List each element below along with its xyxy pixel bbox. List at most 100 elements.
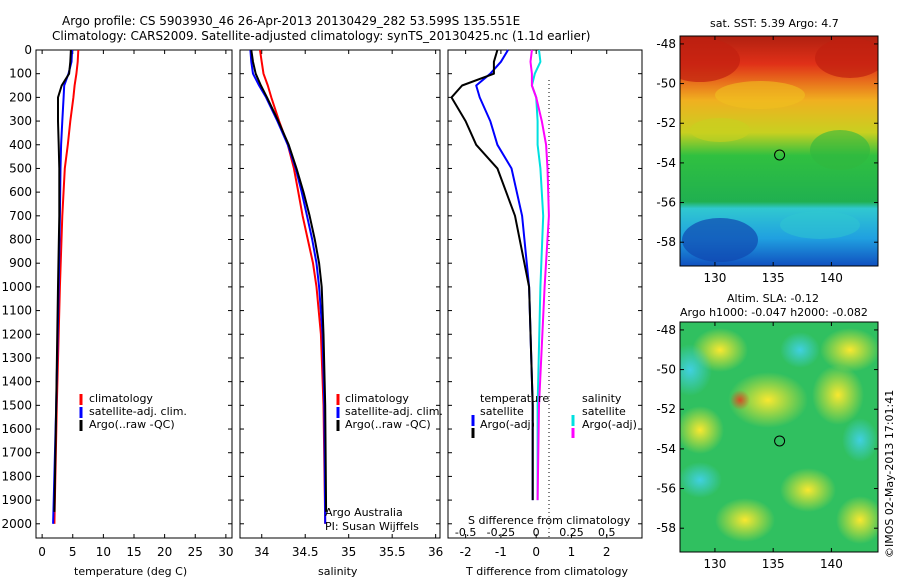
- diff-series-temperature-satellite: [475, 49, 534, 501]
- sal-legend-argo: Argo(..raw -QC): [345, 418, 431, 431]
- depth-tick-label: 1400: [1, 375, 32, 389]
- temp-xtick-label: 10: [96, 545, 111, 559]
- sal-legend-satellite: satellite-adj. clim.: [345, 405, 443, 418]
- temp-xtick-label: 15: [126, 545, 141, 559]
- diff-legend-temp-satellite: satellite: [480, 405, 524, 418]
- timestamp-footer: ©IMOS 02-May-2013 17:01:41: [883, 389, 896, 558]
- sst-map-title: sat. SST: 5.39 Argo: 4.7: [710, 17, 839, 30]
- temp-xtick-label: 30: [218, 545, 233, 559]
- sst-float-position-marker: [774, 149, 786, 161]
- sst-map-texture: [680, 38, 878, 262]
- diff-x2tick-label: 0.25: [559, 526, 584, 539]
- depth-tick-label: 1300: [1, 351, 32, 365]
- diff-top-axis-label: S difference from climatology: [468, 514, 631, 527]
- depth-tick-label: 2000: [1, 517, 32, 531]
- depth-tick-label: 800: [9, 233, 32, 247]
- sal-xtick-label: 34.5: [292, 545, 319, 559]
- temp-xtick-label: 0: [38, 545, 46, 559]
- sst-map-ytick-label: -52: [656, 116, 676, 130]
- sal-series-argo-raw-qc-: [250, 49, 328, 512]
- sst-map-ytick-label: -56: [656, 196, 676, 210]
- sst-map-ytick-label: -58: [656, 235, 676, 249]
- sla-map-ytick-label: -52: [656, 402, 676, 416]
- depth-tick-label: 1100: [1, 304, 32, 318]
- figure-title: Argo profile: CS 5903930_46 26-Apr-2013 …: [62, 14, 521, 28]
- depth-tick-label: 0: [24, 43, 32, 57]
- depth-tick-label: 200: [9, 90, 32, 104]
- sal-xtick-label: 34: [254, 545, 269, 559]
- sla-float-position-marker: [774, 435, 786, 447]
- sal-legend-climatology: climatology: [345, 392, 409, 405]
- sla-map-ytick-label: -50: [656, 363, 676, 377]
- temp-legend-argo: Argo(..raw -QC): [89, 418, 175, 431]
- sal-series-satellite-adj-clim-: [249, 49, 327, 524]
- depth-tick-label: 1200: [1, 327, 32, 341]
- diff-legend-sal-argo: Argo(-adj): [582, 418, 637, 431]
- sst-map-xtick-label: 130: [703, 271, 726, 285]
- diff-xtick-label: 0: [532, 545, 540, 559]
- diff-x2tick-label: -0.25: [487, 526, 515, 539]
- sla-map-frame: [679, 321, 879, 553]
- difference-axes-frame: [447, 49, 643, 539]
- temp-series-argo-raw-qc-: [53, 49, 72, 512]
- figure-subtitle: Climatology: CARS2009. Satellite-adjuste…: [52, 29, 591, 43]
- salinity-xlabel: salinity: [318, 565, 358, 578]
- depth-tick-label: 600: [9, 185, 32, 199]
- diff-series-salinity-argo-adj-: [529, 49, 550, 501]
- sla-map-title: Altim. SLA: -0.12: [727, 292, 820, 305]
- temperature-xlabel: temperature (deg C): [74, 565, 188, 578]
- sal-xtick-label: 35: [341, 545, 356, 559]
- diff-legend-temp-argo: Argo(-adj): [480, 418, 535, 431]
- diff-xtick-label: 2: [603, 545, 611, 559]
- salinity-axes-frame: [239, 49, 441, 539]
- sla-map-xtick-label: 135: [762, 557, 785, 571]
- depth-tick-label: 300: [9, 114, 32, 128]
- difference-xlabel: T difference from climatology: [466, 565, 628, 578]
- sal-xtick-label: 36: [428, 545, 443, 559]
- plot-layer: 0100200300400500600700800900100011001200…: [1, 36, 878, 571]
- temperature-axes-frame: [35, 49, 233, 539]
- sal-series-climatology: [259, 49, 327, 524]
- depth-tick-label: 1600: [1, 422, 32, 436]
- depth-tick-label: 1900: [1, 493, 32, 507]
- temp-xtick-label: 25: [188, 545, 203, 559]
- diff-legend-sal-title: salinity: [582, 392, 622, 405]
- sla-map-xtick-label: 140: [820, 557, 843, 571]
- depth-tick-label: 900: [9, 256, 32, 270]
- depth-tick-label: 1800: [1, 469, 32, 483]
- diff-x2tick-label: -0.5: [455, 526, 476, 539]
- depth-tick-label: 400: [9, 138, 32, 152]
- diff-series-salinity-satellite: [530, 49, 545, 501]
- diff-series-temperature-argo-adj-: [450, 49, 534, 501]
- diff-legend-temp-title: temperature: [480, 392, 550, 405]
- depth-tick-label: 1700: [1, 446, 32, 460]
- diff-x2tick-label: 0: [533, 526, 540, 539]
- sla-map-xtick-label: 130: [703, 557, 726, 571]
- depth-tick-label: 1000: [1, 280, 32, 294]
- depth-tick-label: 1500: [1, 398, 32, 412]
- sla-map-ytick-label: -58: [656, 521, 676, 535]
- salinity-note-program: Argo Australia: [325, 506, 403, 519]
- depth-tick-label: 500: [9, 161, 32, 175]
- sla-map-ytick-label: -48: [656, 323, 676, 337]
- diff-legend-sal-satellite: satellite: [582, 405, 626, 418]
- diff-xtick-label: 1: [568, 545, 576, 559]
- sst-map-ytick-label: -48: [656, 37, 676, 51]
- sst-map-xtick-label: 140: [820, 271, 843, 285]
- diff-x2tick-label: 0.5: [598, 526, 616, 539]
- sst-map-ytick-label: -54: [656, 156, 676, 170]
- sla-map-ytick-label: -56: [656, 482, 676, 496]
- temp-xtick-label: 20: [157, 545, 172, 559]
- temp-xtick-label: 5: [69, 545, 77, 559]
- sla-map-subtitle: Argo h1000: -0.047 h2000: -0.082: [680, 306, 868, 319]
- temp-legend-climatology: climatology: [89, 392, 153, 405]
- temp-series-climatology: [53, 49, 80, 524]
- salinity-note-pi: PI: Susan Wijffels: [325, 520, 419, 533]
- sal-xtick-label: 35.5: [379, 545, 406, 559]
- depth-tick-label: 100: [9, 67, 32, 81]
- sst-map-frame: [679, 35, 879, 267]
- sla-map-ytick-label: -54: [656, 442, 676, 456]
- depth-tick-label: 700: [9, 209, 32, 223]
